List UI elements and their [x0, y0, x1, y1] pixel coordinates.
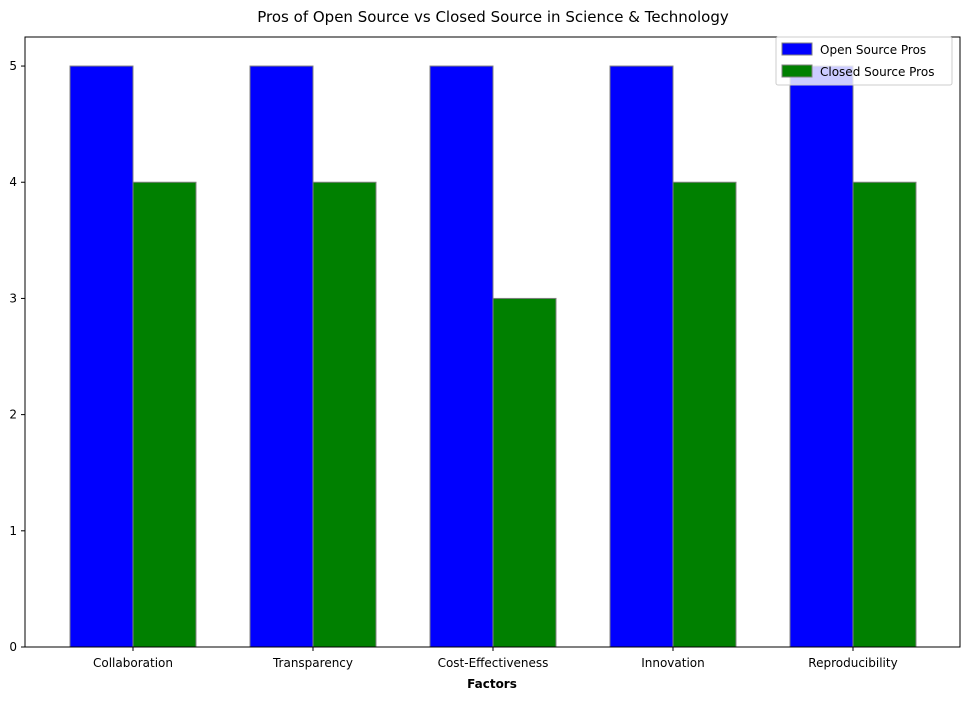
bar-closed-source-pros-cost-effectiveness — [492, 297, 557, 648]
legend-swatch-closed-source — [781, 64, 813, 78]
bar-open-source-pros-collaboration — [69, 65, 134, 648]
y-tick-label: 1 — [9, 524, 17, 538]
x-tick-label-cost-effectiveness: Cost-Effectiveness — [438, 656, 549, 670]
bar-closed-source-pros-transparency — [312, 181, 377, 648]
legend-label-open-source: Open Source Pros — [820, 43, 926, 57]
legend-swatch-open-source — [781, 42, 813, 56]
bars-layer — [69, 65, 917, 648]
legend-box — [775, 36, 953, 86]
bar-open-source-pros-transparency — [249, 65, 314, 648]
bar-open-source-pros-cost-effectiveness — [429, 65, 494, 648]
y-tick-label: 5 — [9, 59, 17, 73]
legend: Open Source Pros Closed Source Pros — [775, 36, 953, 86]
bar-closed-source-pros-reproducibility — [852, 181, 917, 648]
x-axis-label: Factors — [467, 677, 517, 691]
y-tick-label: 2 — [9, 408, 17, 422]
x-tick-label-transparency: Transparency — [272, 656, 353, 670]
y-tick-label: 4 — [9, 175, 17, 189]
bar-open-source-pros-reproducibility — [789, 65, 854, 648]
y-tick-label: 0 — [9, 640, 17, 654]
bar-closed-source-pros-collaboration — [132, 181, 197, 648]
y-axis: 0 1 2 3 4 5 — [9, 59, 25, 654]
x-axis: Collaboration Transparency Cost-Effectiven… — [93, 647, 898, 670]
bar-open-source-pros-innovation — [609, 65, 674, 648]
x-tick-label-innovation: Innovation — [641, 656, 705, 670]
y-tick-label: 3 — [9, 291, 17, 305]
chart-title: Pros of Open Source vs Closed Source in … — [257, 8, 729, 26]
legend-label-closed-source: Closed Source Pros — [820, 65, 934, 79]
bar-closed-source-pros-innovation — [672, 181, 737, 648]
x-tick-label-collaboration: Collaboration — [93, 656, 173, 670]
x-tick-label-reproducibility: Reproducibility — [808, 656, 897, 670]
